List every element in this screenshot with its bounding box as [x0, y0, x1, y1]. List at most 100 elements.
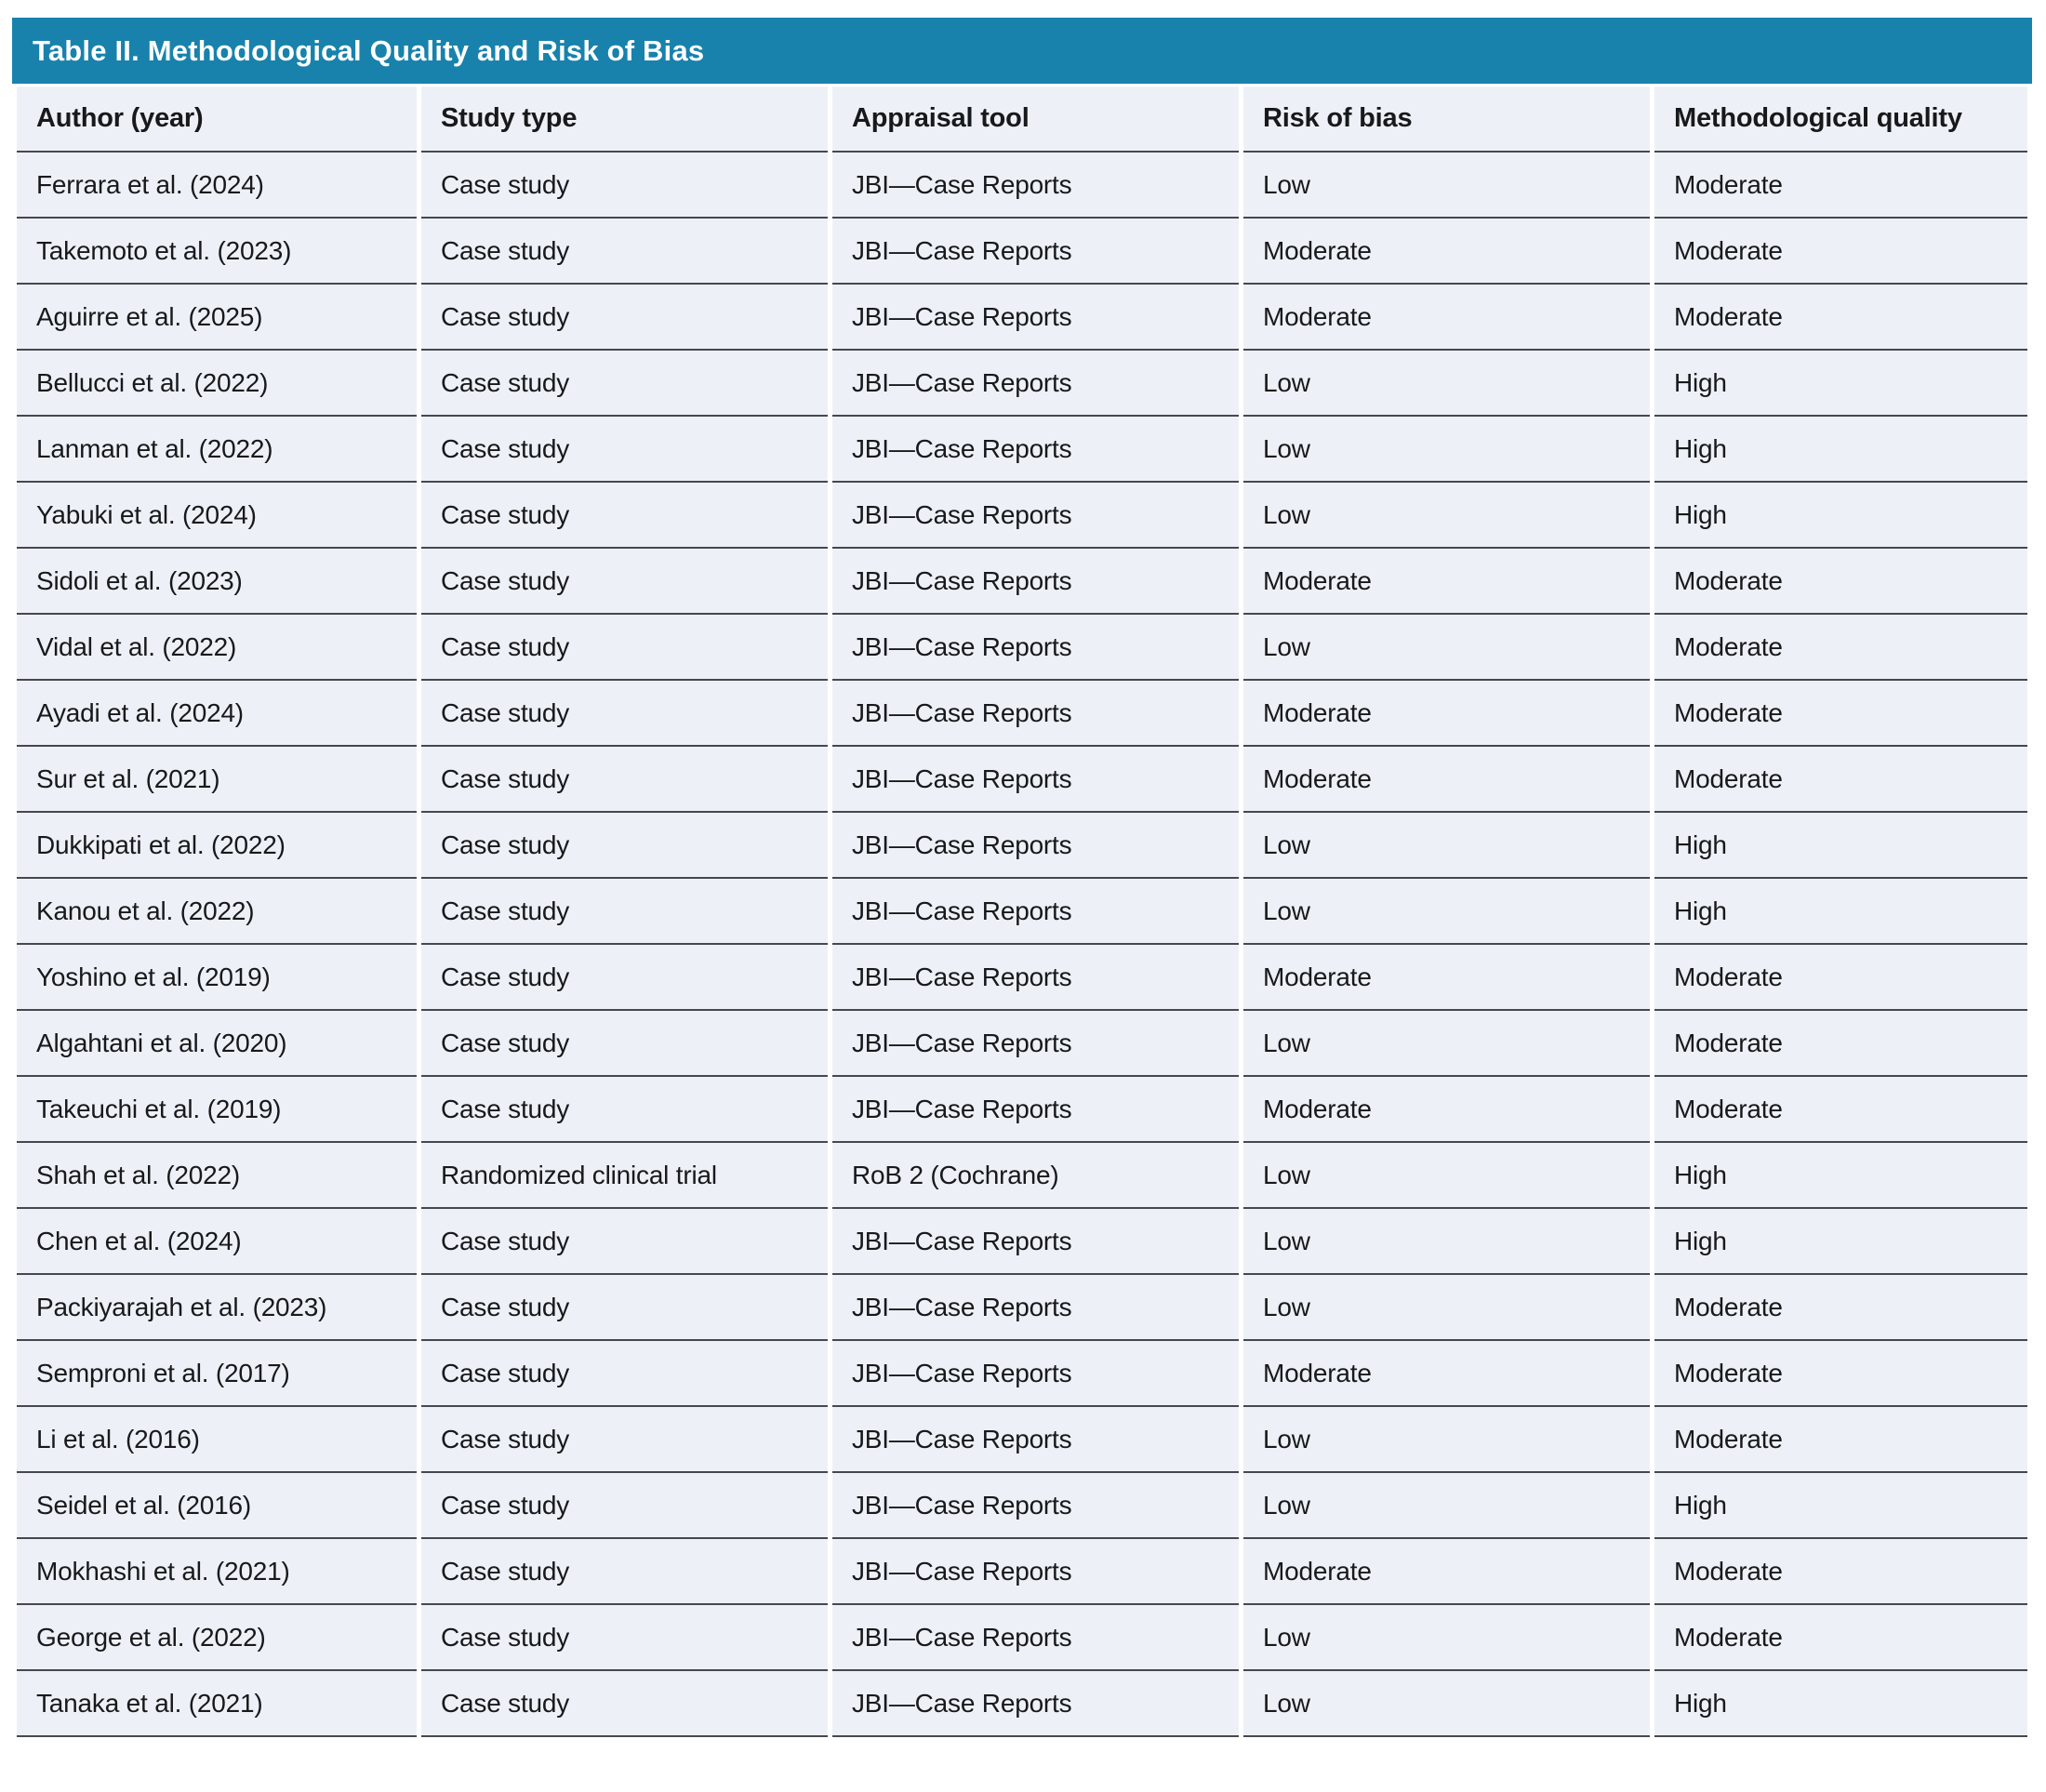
table-row: Shah et al. (2022) Randomized clinical tr…	[17, 1143, 2027, 1209]
cell-risk-of-bias: Moderate	[1243, 549, 1650, 615]
cell-risk-of-bias: Low	[1243, 153, 1650, 219]
cell-study-type: Case study	[421, 351, 828, 417]
cell-methodological-quality: High	[1654, 1209, 2027, 1275]
cell-risk-of-bias: Moderate	[1243, 1077, 1650, 1143]
cell-study-type: Case study	[421, 813, 828, 879]
cell-risk-of-bias: Low	[1243, 1209, 1650, 1275]
cell-methodological-quality: Moderate	[1654, 615, 2027, 681]
cell-author: Ayadi et al. (2024)	[17, 681, 417, 747]
cell-risk-of-bias: Moderate	[1243, 285, 1650, 351]
cell-author: Takeuchi et al. (2019)	[17, 1077, 417, 1143]
cell-appraisal-tool: JBI—Case Reports	[832, 945, 1239, 1011]
cell-appraisal-tool: JBI—Case Reports	[832, 351, 1239, 417]
cell-methodological-quality: Moderate	[1654, 1407, 2027, 1473]
table-row: Semproni et al. (2017) Case study JBI—Case…	[17, 1341, 2027, 1407]
header-cell-appraisal-tool: Appraisal tool	[832, 86, 1239, 153]
cell-study-type: Randomized clinical trial	[421, 1143, 828, 1209]
cell-methodological-quality: High	[1654, 1473, 2027, 1539]
cell-risk-of-bias: Moderate	[1243, 1539, 1650, 1605]
cell-author: Dukkipati et al. (2022)	[17, 813, 417, 879]
cell-risk-of-bias: Low	[1243, 1473, 1650, 1539]
cell-appraisal-tool: JBI—Case Reports	[832, 1011, 1239, 1077]
table-row: Takemoto et al. (2023) Case study JBI—Case…	[17, 219, 2027, 285]
cell-author: Li et al. (2016)	[17, 1407, 417, 1473]
cell-appraisal-tool: JBI—Case Reports	[832, 1341, 1239, 1407]
table-row: Ferrara et al. (2024) Case study JBI—Case …	[17, 153, 2027, 219]
cell-appraisal-tool: JBI—Case Reports	[832, 417, 1239, 483]
cell-appraisal-tool: JBI—Case Reports	[832, 1077, 1239, 1143]
cell-appraisal-tool: JBI—Case Reports	[832, 615, 1239, 681]
cell-study-type: Case study	[421, 1275, 828, 1341]
cell-study-type: Case study	[421, 417, 828, 483]
cell-methodological-quality: High	[1654, 879, 2027, 945]
cell-appraisal-tool: JBI—Case Reports	[832, 1407, 1239, 1473]
cell-methodological-quality: High	[1654, 1671, 2027, 1737]
cell-author: Bellucci et al. (2022)	[17, 351, 417, 417]
table-figure: Table II. Methodological Quality and Ris…	[12, 18, 2032, 1737]
table-row: Takeuchi et al. (2019) Case study JBI—Case…	[17, 1077, 2027, 1143]
table-row: Sidoli et al. (2023) Case study JBI—Case R…	[17, 549, 2027, 615]
cell-risk-of-bias: Low	[1243, 813, 1650, 879]
cell-appraisal-tool: JBI—Case Reports	[832, 747, 1239, 813]
table-row: George et al. (2022) Case study JBI—Case R…	[17, 1605, 2027, 1671]
cell-study-type: Case study	[421, 1671, 828, 1737]
table-row: Mokhashi et al. (2021) Case study JBI—Case…	[17, 1539, 2027, 1605]
table-row: Ayadi et al. (2024) Case study JBI—Case Re…	[17, 681, 2027, 747]
header-row: Author (year) Study type Appraisal tool …	[17, 86, 2027, 153]
table-row: Aguirre et al. (2025) Case study JBI—Case …	[17, 285, 2027, 351]
table-row: Yoshino et al. (2019) Case study JBI—Case …	[17, 945, 2027, 1011]
cell-author: Sidoli et al. (2023)	[17, 549, 417, 615]
header-cell-risk-of-bias: Risk of bias	[1243, 86, 1650, 153]
cell-appraisal-tool: JBI—Case Reports	[832, 1275, 1239, 1341]
table-title: Table II. Methodological Quality and Ris…	[33, 33, 705, 67]
cell-risk-of-bias: Low	[1243, 1143, 1650, 1209]
cell-methodological-quality: Moderate	[1654, 1275, 2027, 1341]
table-row: Yabuki et al. (2024) Case study JBI—Case R…	[17, 483, 2027, 549]
cell-appraisal-tool: JBI—Case Reports	[832, 1473, 1239, 1539]
table-row: Algahtani et al. (2020) Case study JBI—Cas…	[17, 1011, 2027, 1077]
cell-risk-of-bias: Low	[1243, 879, 1650, 945]
table-title-bar: Table II. Methodological Quality and Ris…	[12, 18, 2032, 84]
cell-methodological-quality: Moderate	[1654, 1077, 2027, 1143]
cell-study-type: Case study	[421, 1605, 828, 1671]
cell-study-type: Case study	[421, 747, 828, 813]
cell-methodological-quality: High	[1654, 483, 2027, 549]
cell-appraisal-tool: JBI—Case Reports	[832, 153, 1239, 219]
cell-author: Ferrara et al. (2024)	[17, 153, 417, 219]
table-row: Sur et al. (2021) Case study JBI—Case Repo…	[17, 747, 2027, 813]
cell-risk-of-bias: Moderate	[1243, 945, 1650, 1011]
cell-risk-of-bias: Low	[1243, 1605, 1650, 1671]
table-row: Li et al. (2016) Case study JBI—Case Repor…	[17, 1407, 2027, 1473]
table-row: Tanaka et al. (2021) Case study JBI—Case R…	[17, 1671, 2027, 1737]
table-row: Packiyarajah et al. (2023) Case study JBI—…	[17, 1275, 2027, 1341]
cell-risk-of-bias: Moderate	[1243, 1341, 1650, 1407]
cell-appraisal-tool: JBI—Case Reports	[832, 285, 1239, 351]
cell-methodological-quality: High	[1654, 417, 2027, 483]
quality-table: Author (year) Study type Appraisal tool …	[12, 86, 2032, 1737]
cell-appraisal-tool: JBI—Case Reports	[832, 879, 1239, 945]
cell-risk-of-bias: Low	[1243, 1671, 1650, 1737]
table-row: Dukkipati et al. (2022) Case study JBI—Cas…	[17, 813, 2027, 879]
table-row: Seidel et al. (2016) Case study JBI—Case R…	[17, 1473, 2027, 1539]
cell-author: Aguirre et al. (2025)	[17, 285, 417, 351]
cell-methodological-quality: Moderate	[1654, 1341, 2027, 1407]
cell-author: Seidel et al. (2016)	[17, 1473, 417, 1539]
cell-appraisal-tool: JBI—Case Reports	[832, 1209, 1239, 1275]
cell-methodological-quality: Moderate	[1654, 1011, 2027, 1077]
cell-author: Yabuki et al. (2024)	[17, 483, 417, 549]
cell-appraisal-tool: JBI—Case Reports	[832, 813, 1239, 879]
cell-methodological-quality: High	[1654, 1143, 2027, 1209]
cell-methodological-quality: Moderate	[1654, 681, 2027, 747]
cell-methodological-quality: Moderate	[1654, 1539, 2027, 1605]
cell-appraisal-tool: JBI—Case Reports	[832, 549, 1239, 615]
cell-methodological-quality: Moderate	[1654, 549, 2027, 615]
cell-author: Kanou et al. (2022)	[17, 879, 417, 945]
cell-methodological-quality: Moderate	[1654, 153, 2027, 219]
table-row: Lanman et al. (2022) Case study JBI—Case R…	[17, 417, 2027, 483]
cell-author: Sur et al. (2021)	[17, 747, 417, 813]
table-row: Kanou et al. (2022) Case study JBI—Case Re…	[17, 879, 2027, 945]
cell-appraisal-tool: JBI—Case Reports	[832, 1605, 1239, 1671]
cell-study-type: Case study	[421, 615, 828, 681]
cell-study-type: Case study	[421, 879, 828, 945]
table-row: Chen et al. (2024) Case study JBI—Case Rep…	[17, 1209, 2027, 1275]
